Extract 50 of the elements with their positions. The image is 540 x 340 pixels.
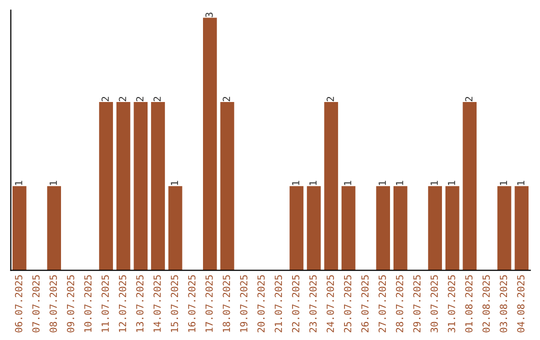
x-tick-label: 21.07.2025 bbox=[274, 275, 282, 332]
x-tick-label: 02.08.2025 bbox=[482, 275, 490, 332]
data-label: 3 bbox=[205, 12, 213, 18]
x-tick-label: 17.07.2025 bbox=[205, 275, 213, 332]
x-tick-label: 27.07.2025 bbox=[378, 275, 386, 332]
data-label: 1 bbox=[430, 180, 438, 185]
data-label: 1 bbox=[396, 180, 404, 185]
x-tick-label: 13.07.2025 bbox=[136, 275, 144, 332]
x-tick-label: 09.07.2025 bbox=[66, 275, 74, 332]
data-label: 2 bbox=[136, 96, 144, 102]
data-label: 1 bbox=[344, 180, 352, 185]
x-tick-label: 31.07.2025 bbox=[448, 275, 456, 332]
x-tick-label: 16.07.2025 bbox=[188, 275, 196, 332]
x-tick-label: 08.07.2025 bbox=[50, 275, 57, 332]
data-label: 1 bbox=[309, 180, 317, 185]
x-tick-label: 29.07.2025 bbox=[413, 275, 421, 332]
x-tick-label: 22.07.2025 bbox=[292, 275, 300, 332]
data-label: 2 bbox=[153, 96, 161, 102]
data-label: 1 bbox=[378, 180, 386, 185]
data-label: 1 bbox=[448, 180, 456, 185]
x-tick-label: 07.07.2025 bbox=[32, 275, 40, 332]
data-label: 1 bbox=[500, 180, 508, 185]
x-tick-label: 28.07.2025 bbox=[396, 275, 404, 332]
x-tick-label: 12.07.2025 bbox=[118, 275, 126, 332]
x-tick-label: 23.07.2025 bbox=[309, 275, 317, 332]
x-tick-label: 26.07.2025 bbox=[361, 275, 369, 332]
x-tick-label: 03.08.2025 bbox=[500, 275, 508, 332]
x-tick-label: 04.08.2025 bbox=[517, 275, 524, 332]
data-label: 1 bbox=[50, 180, 57, 185]
x-tick-label: 06.07.2025 bbox=[14, 275, 22, 332]
x-tick-label: 18.07.2025 bbox=[222, 275, 230, 332]
data-label: 1 bbox=[170, 180, 178, 185]
data-label: 1 bbox=[292, 180, 300, 185]
data-label: 2 bbox=[118, 96, 126, 102]
x-tick-label: 10.07.2025 bbox=[84, 275, 92, 332]
data-label: 2 bbox=[222, 96, 230, 102]
x-tick-label: 01.08.2025 bbox=[465, 275, 473, 332]
data-label: 2 bbox=[326, 96, 334, 102]
x-tick-label: 15.07.2025 bbox=[170, 275, 178, 332]
data-label: 1 bbox=[15, 180, 22, 185]
data-label: 1 bbox=[517, 180, 524, 185]
x-tick-label: 24.07.2025 bbox=[326, 275, 334, 332]
data-label: 2 bbox=[465, 96, 472, 102]
x-tick-label: 30.07.2025 bbox=[430, 275, 438, 332]
x-tick-label: 14.07.2025 bbox=[153, 275, 161, 332]
x-tick-label: 20.07.2025 bbox=[257, 275, 265, 332]
x-tick-label: 25.07.2025 bbox=[344, 275, 352, 332]
data-label: 2 bbox=[102, 96, 109, 102]
x-tick-label: 11.07.2025 bbox=[102, 275, 109, 332]
x-tick-label: 19.07.2025 bbox=[240, 275, 248, 332]
